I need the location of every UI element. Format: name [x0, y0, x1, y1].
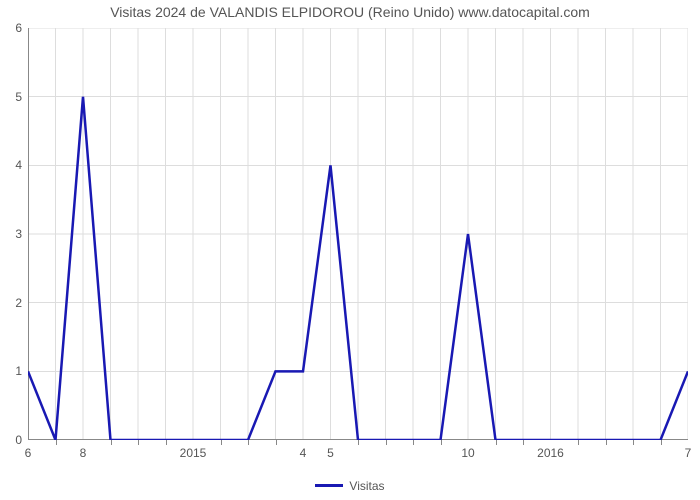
legend-label: Visitas — [349, 479, 384, 493]
x-tick-label: 6 — [25, 440, 32, 460]
y-tick-label: 4 — [15, 158, 28, 172]
plot-area: 0123456682015451020167 — [28, 28, 688, 440]
y-tick-label: 1 — [15, 364, 28, 378]
x-minor-tick — [661, 440, 662, 445]
chart-title: Visitas 2024 de VALANDIS ELPIDOROU (Rein… — [0, 4, 700, 20]
y-tick-label: 2 — [15, 296, 28, 310]
x-minor-tick — [496, 440, 497, 445]
y-tick-label: 3 — [15, 227, 28, 241]
y-tick-label: 5 — [15, 90, 28, 104]
x-minor-tick — [56, 440, 57, 445]
x-tick-label: 4 — [300, 440, 307, 460]
chart-svg — [28, 28, 688, 440]
chart-container: Visitas 2024 de VALANDIS ELPIDOROU (Rein… — [0, 0, 700, 500]
x-minor-tick — [358, 440, 359, 445]
x-minor-tick — [413, 440, 414, 445]
x-minor-tick — [276, 440, 277, 445]
x-tick-label: 2015 — [180, 440, 207, 460]
x-minor-tick — [523, 440, 524, 445]
x-minor-tick — [111, 440, 112, 445]
x-tick-label: 10 — [461, 440, 474, 460]
x-minor-tick — [441, 440, 442, 445]
y-tick-label: 6 — [15, 21, 28, 35]
x-minor-tick — [138, 440, 139, 445]
legend-swatch — [315, 484, 343, 487]
x-tick-label: 7 — [685, 440, 692, 460]
x-tick-label: 2016 — [537, 440, 564, 460]
x-minor-tick — [606, 440, 607, 445]
x-minor-tick — [248, 440, 249, 445]
x-minor-tick — [633, 440, 634, 445]
x-minor-tick — [221, 440, 222, 445]
x-minor-tick — [386, 440, 387, 445]
legend: Visitas — [0, 478, 700, 493]
x-tick-label: 5 — [327, 440, 334, 460]
x-minor-tick — [578, 440, 579, 445]
x-tick-label: 8 — [80, 440, 87, 460]
x-minor-tick — [166, 440, 167, 445]
